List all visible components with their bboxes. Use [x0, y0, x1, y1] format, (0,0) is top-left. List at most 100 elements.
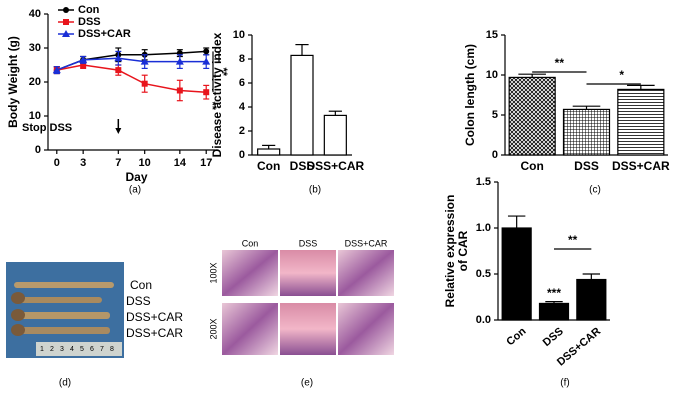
x-tick-label: Con [521, 159, 544, 173]
y-axis-label: of CAR [456, 230, 470, 271]
y-axis-label: Disease activity index [210, 32, 224, 157]
point [140, 57, 149, 65]
y-tick-label: 0.0 [476, 314, 491, 326]
colon-photo [6, 262, 124, 358]
bar [501, 227, 532, 321]
ruler-label: 5 [80, 346, 84, 353]
y-tick-label: 10 [29, 110, 41, 122]
point [175, 57, 184, 65]
y-tick-label: 10 [486, 69, 498, 81]
y-tick-label: 15 [486, 29, 498, 41]
y-axis-label: Body Weight (g) [6, 36, 20, 128]
x-tick-label: 14 [174, 157, 187, 169]
legend-label: DSS [78, 16, 101, 28]
y-tick-label: 8 [239, 53, 245, 65]
annotation: Stop DSS [22, 122, 72, 134]
photo-label: Con [130, 278, 152, 292]
y-tick-label: 2 [239, 125, 245, 137]
series-line [56, 57, 207, 71]
point [203, 48, 210, 55]
y-tick-label: 6 [239, 77, 245, 89]
y-tick-label: 4 [239, 101, 246, 113]
point [52, 66, 61, 74]
panel-label: (e) [301, 378, 313, 389]
point [115, 67, 122, 74]
x-tick-label: 3 [80, 157, 86, 169]
ruler-label: 6 [90, 346, 94, 353]
bar [538, 302, 570, 321]
legend-marker [62, 30, 70, 37]
column-label: DSS [299, 238, 318, 248]
bar [257, 148, 281, 156]
x-tick-label: 17 [200, 157, 212, 169]
x-tick-label: Con [257, 159, 280, 173]
arrow-head [115, 128, 122, 134]
y-tick-label: 0 [492, 149, 498, 161]
y-axis-label: Colon length (cm) [463, 44, 477, 146]
bar [562, 108, 611, 156]
legend-marker [63, 19, 69, 25]
ruler-label: 8 [110, 346, 114, 353]
y-tick-label: 1.0 [476, 222, 491, 234]
x-tick-label: 10 [139, 157, 151, 169]
photo-label: DSS+CAR [126, 326, 183, 340]
column-label: DSS+CAR [345, 238, 388, 248]
bar [323, 114, 347, 156]
legend-label: Con [78, 4, 100, 16]
panel-label: (a) [129, 185, 141, 196]
x-tick-label: 0 [54, 157, 60, 169]
series-line [56, 64, 207, 93]
x-tick-label: DSS [290, 159, 315, 173]
panel-label: (d) [59, 378, 71, 389]
x-tick-label: DSS [541, 325, 566, 349]
panel-label: (f) [560, 378, 569, 389]
legend-marker [63, 7, 69, 13]
column-label: Con [242, 238, 259, 248]
y-tick-label: 0 [35, 144, 41, 156]
significance: ** [555, 56, 565, 70]
histology-images [222, 250, 394, 355]
ruler-label: 7 [100, 346, 104, 353]
bar [508, 76, 556, 156]
x-tick-label: 7 [115, 157, 121, 169]
ruler-label: 3 [60, 346, 64, 353]
y-tick-label: 40 [29, 8, 41, 20]
y-tick-label: 0.5 [476, 268, 491, 280]
photo-label: DSS [126, 294, 151, 308]
row-label: 100X [208, 262, 218, 283]
significance: *** [547, 286, 561, 300]
x-tick-label: Con [504, 325, 528, 348]
x-tick-label: DSS+CAR [612, 159, 670, 173]
photo-label: DSS+CAR [126, 310, 183, 324]
panel-label: (b) [309, 185, 321, 196]
y-tick-label: 20 [29, 76, 41, 88]
y-tick-label: 30 [29, 42, 41, 54]
bar [617, 88, 665, 156]
x-axis-label: Day [125, 170, 147, 184]
point [141, 80, 148, 87]
point [80, 62, 87, 68]
x-tick-label: DSS [574, 159, 599, 173]
ruler-label: 1 [40, 346, 44, 353]
y-tick-label: 1.5 [476, 176, 491, 188]
bar [576, 278, 607, 321]
y-axis-label: Relative expression [443, 195, 457, 308]
y-tick-label: 0 [239, 149, 245, 161]
significance: * [619, 68, 624, 82]
point [79, 55, 88, 63]
bar [290, 54, 314, 156]
panel-label: (c) [589, 185, 601, 196]
significance: ** [206, 102, 218, 111]
y-tick-label: 10 [233, 29, 245, 41]
row-label: 200X [208, 318, 218, 339]
ruler-label: 2 [50, 346, 54, 353]
ruler-label: 4 [70, 346, 74, 353]
significance: ** [217, 68, 229, 77]
x-tick-label: DSS+CAR [306, 159, 364, 173]
point [202, 57, 211, 65]
point [176, 87, 183, 94]
significance: ** [568, 233, 578, 247]
y-tick-label: 5 [492, 109, 498, 121]
legend-label: DSS+CAR [78, 28, 131, 40]
